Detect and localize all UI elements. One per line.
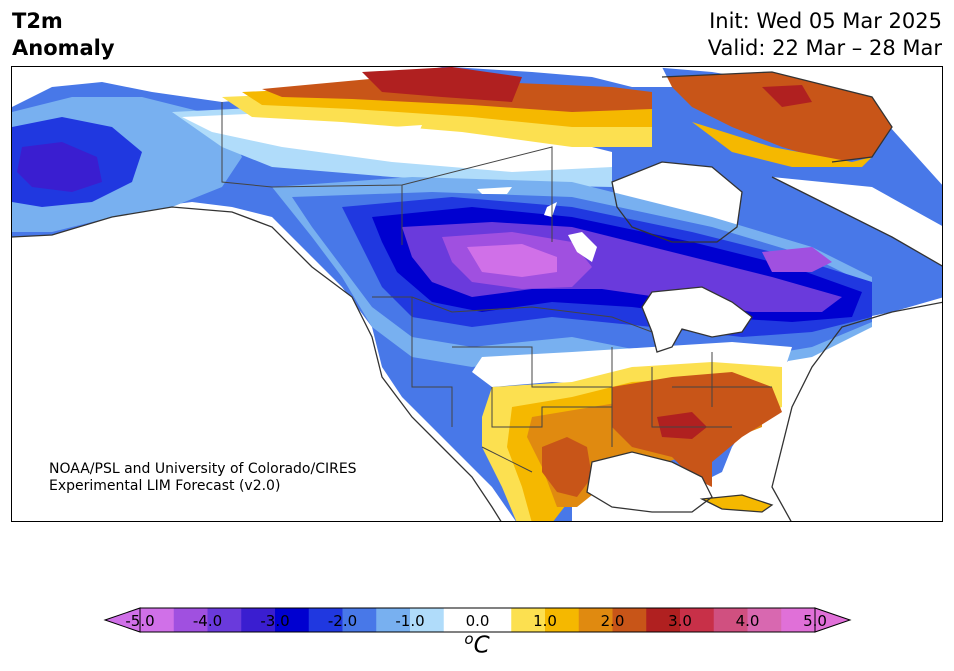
arctic-white	[182, 112, 612, 172]
colorbar-cell	[646, 608, 681, 632]
texas-darkorange	[542, 437, 592, 497]
central-pink	[467, 244, 557, 277]
colorbar-cell	[680, 608, 715, 632]
colorbar-cell	[376, 608, 411, 632]
political-borders	[221, 102, 772, 473]
east-violet	[762, 247, 832, 272]
colorbar-cell	[713, 608, 748, 632]
pacific-ocean	[12, 207, 501, 521]
credit-line-2: Experimental LIM Forecast (v2.0)	[49, 478, 281, 494]
atlantic-ocean	[772, 177, 942, 521]
colorbar-ticks: -5.0 -4.0 -3.0 -2.0 -1.0 0.0 1.0 2.0 3.0 4.0 5.0	[0, 612, 954, 632]
colorbar-tick-label: -1.0	[395, 612, 425, 630]
colorbar-cell	[511, 608, 546, 632]
credit-line-1: NOAA/PSL and University of Colorado/CIRE…	[49, 461, 357, 477]
unit-super: o	[464, 630, 474, 648]
colorbar-cell	[612, 608, 647, 632]
snow-patch-3	[544, 202, 557, 217]
title-variable: T2m	[12, 9, 63, 33]
arctic-red	[362, 67, 522, 102]
colorbar-cell	[140, 608, 175, 632]
coastlines	[12, 71, 942, 521]
alaska-core	[17, 142, 102, 192]
greenland-gold	[692, 122, 872, 167]
colorbar-outline	[139, 607, 816, 633]
greenland-red	[762, 85, 812, 107]
colorbar-cell	[477, 608, 512, 632]
colorbar-cell	[173, 608, 208, 632]
greenland-orange	[662, 72, 892, 162]
arctic-ocean	[452, 67, 672, 87]
init-date: Init: Wed 05 Mar 2025	[709, 9, 942, 33]
colorbar-unit: oC	[464, 630, 489, 659]
colorbar-tick-label: 4.0	[735, 612, 760, 630]
colorbar-cell	[781, 608, 816, 632]
colorbar-tick-label: -3.0	[260, 612, 290, 630]
colorbar-tick-label: 1.0	[533, 612, 557, 630]
colorbar-tick-label: -4.0	[192, 612, 223, 630]
anomaly-map	[11, 66, 943, 522]
colorbar-cell	[207, 608, 242, 632]
colorbar-tick-label: 2.0	[600, 612, 625, 630]
colorbar-cell	[443, 608, 478, 632]
colorbar-cells	[140, 608, 816, 632]
valid-range: Valid: 22 Mar – 28 Mar	[707, 36, 942, 60]
colorbar-tick-label: 5.0	[803, 612, 827, 630]
colorbar-cell	[308, 608, 343, 632]
colorbar-cell	[342, 608, 377, 632]
snow-patch-2	[477, 187, 512, 194]
snow-patch-4	[568, 232, 597, 262]
title-anomaly: Anomaly	[12, 36, 115, 60]
date-info: Init: Wed 05 Mar 2025 Valid: 22 Mar – 28…	[708, 8, 942, 62]
colorbar-tick-label: -5.0	[125, 612, 155, 630]
colorbar-cell	[578, 608, 613, 632]
great-lakes	[642, 287, 752, 352]
colorbar-tick-label: 0.0	[465, 612, 490, 630]
south-red	[657, 412, 707, 439]
unit-label: C	[473, 632, 490, 659]
snow-patch-1	[362, 125, 422, 139]
colorbar	[103, 607, 852, 633]
colorbar-tick-label: 3.0	[668, 612, 692, 630]
colorbar-cell	[545, 608, 580, 632]
colorbar-cell	[410, 608, 445, 632]
map-svg	[12, 67, 942, 521]
colorbar-cell	[241, 608, 276, 632]
colorbar-cell	[747, 608, 782, 632]
credit-text: NOAA/PSL and University of Colorado/CIRE…	[49, 461, 357, 495]
colorbar-tick-label: -2.0	[327, 612, 358, 630]
map-title: T2m Anomaly	[12, 8, 115, 62]
colorbar-cell	[275, 608, 310, 632]
